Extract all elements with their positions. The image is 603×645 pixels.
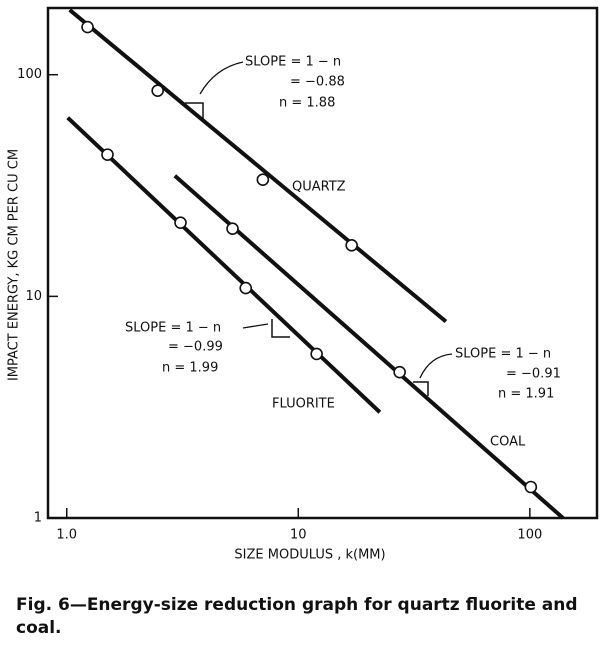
x-tick-label: 10: [290, 528, 307, 543]
y-tick-label: 100: [17, 67, 42, 82]
fit-line: [173, 174, 565, 520]
annotation: n = 1.88: [279, 96, 335, 111]
plot-frame: [46, 6, 599, 520]
caption: Fig. 6—Energy-size reduction graph for q…: [16, 595, 578, 638]
annotation: = −0.88: [290, 75, 345, 90]
slope-triangle: [413, 381, 429, 396]
annotation: SLOPE = 1 − n: [455, 347, 551, 362]
arrow: [419, 353, 453, 379]
arrow: [199, 61, 244, 95]
slope-triangle: [185, 102, 204, 120]
data-point: [226, 222, 239, 235]
annotation: SLOPE = 1 − n: [245, 55, 341, 70]
x-axis-label: SIZE MODULUS , k(MM): [234, 548, 385, 563]
series-label: FLUORITE: [272, 397, 335, 412]
annotation: = −0.91: [506, 367, 561, 382]
fit-line: [66, 116, 382, 414]
y-tick-label: 1: [34, 511, 42, 526]
x-tick-label: 100: [517, 528, 542, 543]
arrow: [242, 323, 269, 329]
annotation: SLOPE = 1 − n: [125, 321, 221, 336]
series-label: COAL: [490, 435, 526, 450]
data-point: [256, 173, 270, 187]
data-point: [101, 148, 114, 161]
annotation: n = 1.91: [498, 387, 554, 402]
series-label: QUARTZ: [292, 180, 346, 195]
data-point: [393, 365, 406, 379]
data-point: [81, 20, 94, 34]
fit-line: [68, 8, 448, 324]
data-point: [174, 216, 187, 229]
y-axis-label: IMPACT ENERGY, KG CM PER CU CM: [7, 149, 22, 381]
data-point: [239, 281, 253, 295]
data-point: [310, 347, 323, 361]
data-point: [524, 480, 538, 494]
data-point: [345, 238, 358, 252]
annotation: = −0.99: [168, 340, 223, 355]
data-point: [151, 84, 164, 98]
chart: IMPACT ENERGY, KG CM PER CU CM SIZE MODU…: [7, 6, 599, 563]
annotation: n = 1.99: [162, 361, 218, 376]
slope-triangle: [271, 319, 290, 338]
y-tick-label: 10: [25, 289, 42, 304]
x-tick-label: 1.0: [56, 528, 77, 543]
